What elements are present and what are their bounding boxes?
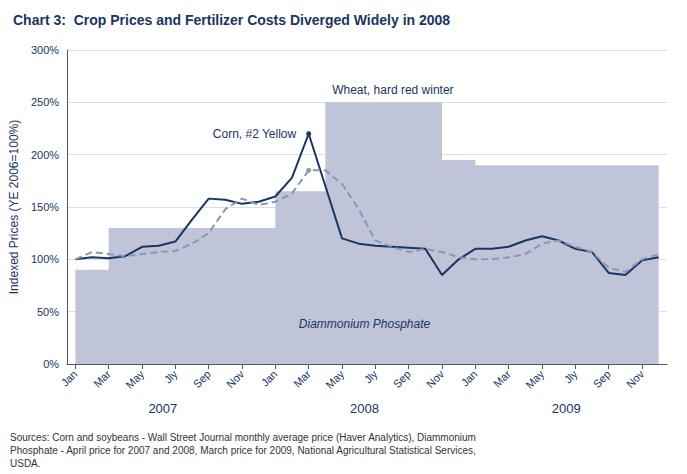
svg-text:Jly: Jly (562, 367, 580, 385)
svg-text:Jly: Jly (362, 367, 380, 385)
svg-text:2008: 2008 (350, 401, 379, 416)
svg-text:2007: 2007 (148, 401, 177, 416)
svg-text:Nov: Nov (424, 367, 447, 390)
svg-text:Sep: Sep (391, 368, 413, 390)
svg-text:300%: 300% (31, 44, 59, 56)
svg-text:0%: 0% (43, 358, 59, 370)
svg-text:Chart 3: Crop Prices and Fert: Chart 3: Crop Prices and Fertilizer Cost… (13, 12, 450, 28)
svg-text:Jan: Jan (259, 368, 280, 389)
svg-text:Mar: Mar (91, 368, 113, 390)
svg-text:USDA.: USDA. (10, 458, 41, 469)
svg-text:Phosphate - April price for 20: Phosphate - April price for 2007 and 200… (10, 445, 476, 456)
svg-text:Diammonium Phosphate: Diammonium Phosphate (299, 317, 431, 331)
svg-text:Sep: Sep (191, 368, 213, 390)
svg-text:Jan: Jan (459, 368, 480, 389)
svg-text:Nov: Nov (624, 367, 647, 390)
svg-text:150%: 150% (31, 201, 59, 213)
svg-text:250%: 250% (31, 96, 59, 108)
svg-text:Jly: Jly (162, 367, 180, 385)
svg-text:Wheat, hard red winter: Wheat, hard red winter (332, 83, 453, 97)
svg-text:Sep: Sep (591, 368, 613, 390)
svg-text:Indexed Prices (YE 2006=100%): Indexed Prices (YE 2006=100%) (7, 120, 21, 294)
svg-text:100%: 100% (31, 253, 59, 265)
svg-text:200%: 200% (31, 149, 59, 161)
svg-text:Sources: Corn and soybeans - W: Sources: Corn and soybeans - Wall Street… (10, 432, 476, 443)
svg-text:Mar: Mar (291, 368, 313, 390)
svg-text:2009: 2009 (552, 401, 581, 416)
svg-text:May: May (323, 367, 347, 391)
svg-text:Mar: Mar (491, 368, 513, 390)
svg-text:May: May (523, 367, 547, 391)
svg-text:Corn, #2 Yellow: Corn, #2 Yellow (213, 127, 297, 141)
svg-text:Nov: Nov (224, 367, 247, 390)
svg-text:50%: 50% (37, 306, 59, 318)
svg-text:Jan: Jan (59, 368, 80, 389)
svg-text:May: May (123, 367, 147, 391)
